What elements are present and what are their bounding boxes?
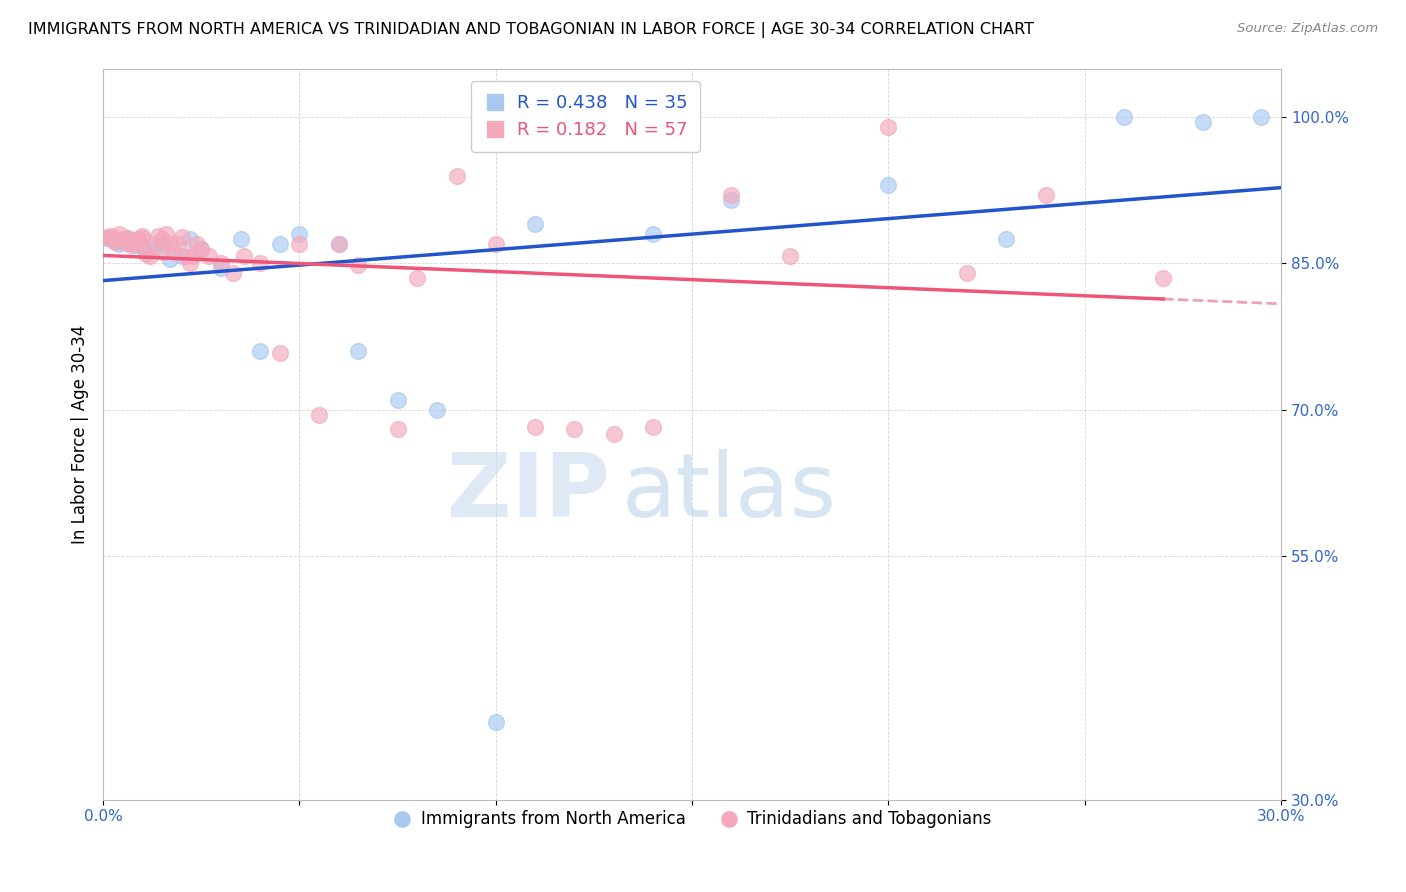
Point [222, 266, 245, 280]
Point [170, 249, 193, 263]
Point [159, 252, 181, 266]
Point [387, 392, 409, 407]
Point [115, 231, 138, 245]
Point [104, 235, 127, 249]
Point [877, 120, 900, 134]
Point [131, 229, 153, 244]
Point [186, 236, 208, 251]
Point [288, 236, 311, 251]
Point [104, 232, 127, 246]
Point [174, 249, 197, 263]
Point [166, 236, 188, 251]
Point [1250, 110, 1272, 124]
Point [1112, 110, 1135, 124]
Point [131, 231, 153, 245]
Point [406, 271, 429, 285]
Point [100, 231, 122, 245]
Point [602, 427, 624, 442]
Point [108, 227, 131, 242]
Point [96, 231, 118, 245]
Point [288, 227, 311, 242]
Y-axis label: In Labor Force | Age 30-34: In Labor Force | Age 30-34 [72, 325, 89, 543]
Point [1035, 188, 1057, 202]
Point [96, 230, 118, 244]
Point [233, 249, 256, 263]
Point [150, 244, 173, 259]
Point [269, 236, 291, 251]
Point [179, 232, 201, 246]
Point [426, 402, 449, 417]
Point [120, 238, 142, 252]
Point [1152, 271, 1174, 285]
Point [179, 256, 201, 270]
Point [155, 227, 177, 242]
Point [183, 249, 205, 263]
Point [995, 232, 1018, 246]
Point [249, 344, 271, 359]
Point [100, 232, 122, 246]
Point [877, 178, 900, 193]
Point [120, 235, 142, 250]
Point [190, 242, 212, 256]
Point [524, 420, 547, 434]
Point [524, 218, 547, 232]
Point [190, 242, 212, 256]
Point [328, 236, 350, 251]
Point [127, 235, 149, 249]
Point [150, 236, 173, 251]
Point [163, 244, 186, 259]
Point [347, 259, 370, 273]
Legend: Immigrants from North America, Trinidadians and Tobagonians: Immigrants from North America, Trinidadi… [385, 804, 998, 835]
Point [131, 239, 153, 253]
Point [198, 249, 221, 263]
Point [127, 232, 149, 246]
Point [347, 344, 370, 359]
Point [143, 242, 166, 256]
Point [485, 714, 508, 729]
Point [139, 249, 162, 263]
Point [143, 236, 166, 251]
Point [115, 235, 138, 250]
Point [170, 230, 193, 244]
Point [146, 229, 169, 244]
Point [108, 236, 131, 251]
Point [115, 231, 138, 245]
Point [150, 232, 173, 246]
Point [124, 233, 146, 247]
Point [562, 422, 585, 436]
Point [100, 229, 122, 244]
Point [720, 193, 742, 207]
Point [120, 234, 142, 248]
Point [249, 256, 271, 270]
Point [269, 346, 291, 360]
Point [104, 234, 127, 248]
Point [209, 256, 232, 270]
Point [485, 236, 508, 251]
Point [328, 236, 350, 251]
Point [209, 261, 232, 276]
Point [229, 232, 252, 246]
Point [641, 227, 664, 242]
Text: Source: ZipAtlas.com: Source: ZipAtlas.com [1237, 22, 1378, 36]
Text: IMMIGRANTS FROM NORTH AMERICA VS TRINIDADIAN AND TOBAGONIAN IN LABOR FORCE | AGE: IMMIGRANTS FROM NORTH AMERICA VS TRINIDA… [28, 22, 1035, 38]
Point [446, 169, 468, 183]
Point [641, 420, 664, 434]
Point [956, 266, 979, 280]
Point [159, 236, 181, 251]
Point [308, 408, 330, 422]
Text: ZIP: ZIP [447, 449, 610, 536]
Point [387, 422, 409, 436]
Text: atlas: atlas [621, 449, 837, 536]
Point [111, 235, 134, 249]
Point [1191, 115, 1213, 129]
Point [135, 246, 157, 260]
Point [124, 238, 146, 252]
Point [135, 244, 157, 258]
Point [779, 249, 801, 263]
Point [720, 188, 742, 202]
Point [127, 233, 149, 247]
Point [111, 233, 134, 247]
Point [124, 236, 146, 251]
